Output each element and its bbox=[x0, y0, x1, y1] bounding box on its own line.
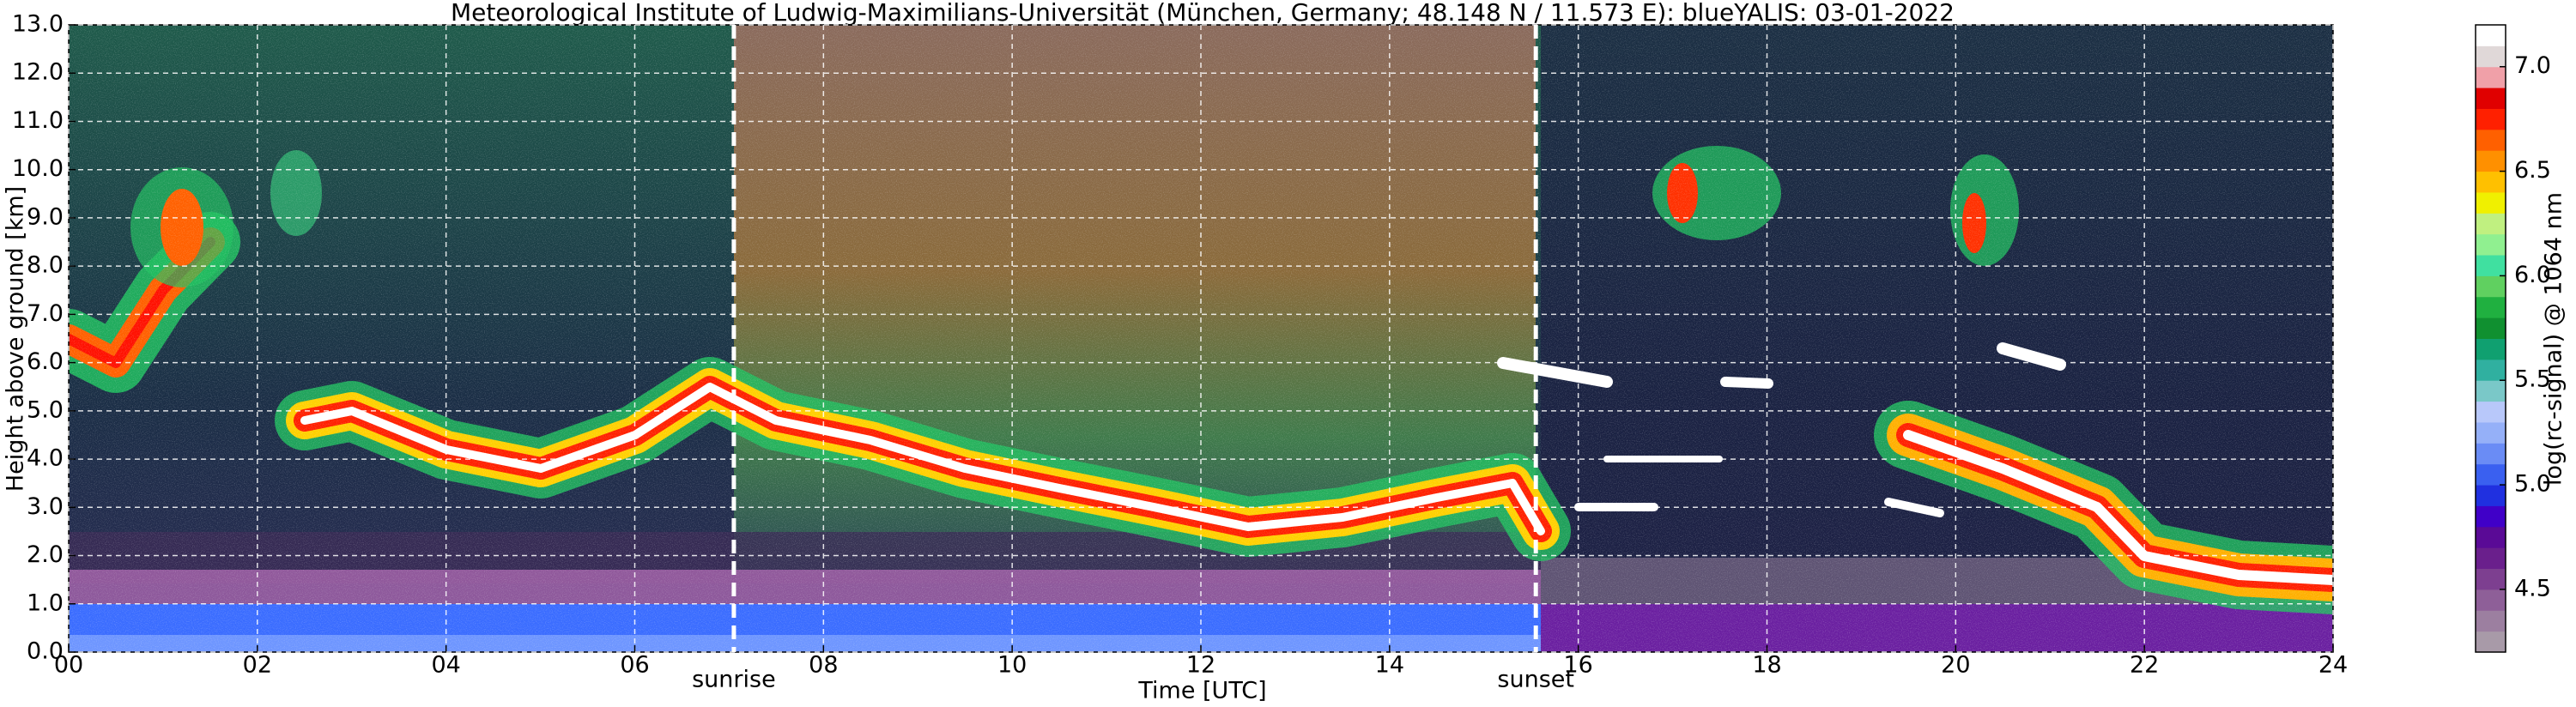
colorbar-step bbox=[2476, 66, 2506, 88]
colorbar-step bbox=[2476, 485, 2506, 506]
colorbar-step bbox=[2476, 296, 2506, 318]
colorbar-step bbox=[2476, 631, 2506, 653]
x-tick-label: 14 bbox=[1375, 652, 1404, 679]
y-tick-label: 2.0 bbox=[27, 541, 64, 568]
colorbar-step bbox=[2476, 129, 2506, 151]
x-tick-label: 00 bbox=[54, 652, 83, 679]
x-tick-label: 10 bbox=[997, 652, 1027, 679]
colorbar-step bbox=[2476, 547, 2506, 570]
colorbar-step bbox=[2476, 463, 2506, 486]
colorbar-step bbox=[2476, 505, 2506, 528]
colorbar-tick-label: 6.0 bbox=[2514, 262, 2551, 288]
marker-label: sunrise bbox=[692, 667, 776, 693]
x-tick-label: 06 bbox=[620, 652, 649, 679]
colorbar-step bbox=[2476, 421, 2506, 444]
chart-title: Meteorological Institute of Ludwig-Maxim… bbox=[451, 0, 1955, 27]
y-tick-label: 3.0 bbox=[27, 493, 64, 520]
colorbar-step bbox=[2476, 526, 2506, 548]
colorbar-step bbox=[2476, 25, 2506, 46]
colorbar-tick-label: 6.5 bbox=[2514, 157, 2551, 184]
x-tick-label: 24 bbox=[2318, 652, 2348, 679]
x-tick-label: 04 bbox=[431, 652, 460, 679]
colorbar-frame bbox=[2475, 24, 2506, 653]
colorbar-step bbox=[2476, 233, 2506, 256]
y-tick-label: 11.0 bbox=[12, 107, 64, 134]
y-tick-label: 8.0 bbox=[27, 252, 64, 279]
x-tick-label: 16 bbox=[1563, 652, 1592, 679]
colorbar-step bbox=[2476, 45, 2506, 68]
colorbar-step bbox=[2476, 610, 2506, 632]
colorbar-step bbox=[2476, 275, 2506, 298]
x-tick-label: 12 bbox=[1186, 652, 1215, 679]
colorbar-tick-label: 5.0 bbox=[2514, 471, 2551, 498]
colorbar-step bbox=[2476, 191, 2506, 214]
colorbar-step bbox=[2476, 359, 2506, 381]
colorbar-step bbox=[2476, 88, 2506, 109]
colorbar-step bbox=[2476, 108, 2506, 130]
colorbar-step bbox=[2476, 380, 2506, 402]
x-tick-label: 02 bbox=[243, 652, 272, 679]
y-tick-label: 0.0 bbox=[27, 638, 64, 665]
y-tick-label: 9.0 bbox=[27, 203, 64, 230]
y-tick-label: 10.0 bbox=[12, 155, 64, 182]
colorbar-tick-label: 7.0 bbox=[2514, 52, 2551, 79]
y-tick-label: 12.0 bbox=[12, 59, 64, 86]
colorbar-step bbox=[2476, 317, 2506, 339]
colorbar-step bbox=[2476, 171, 2506, 193]
colorbar-step bbox=[2476, 589, 2506, 611]
colorbar-step bbox=[2476, 150, 2506, 172]
x-tick-label: 22 bbox=[2130, 652, 2159, 679]
colorbar-label: log(rc-signal) @ 1064 nm bbox=[2541, 192, 2567, 486]
y-tick-label: 1.0 bbox=[27, 589, 64, 616]
colorbar-step bbox=[2476, 255, 2506, 276]
y-axis-label: Height above ground [km] bbox=[3, 186, 29, 492]
colorbar-step bbox=[2476, 401, 2506, 423]
x-axis-label: Time [UTC] bbox=[1137, 678, 1266, 704]
x-tick-label: 08 bbox=[809, 652, 838, 679]
y-tick-label: 6.0 bbox=[27, 348, 64, 375]
y-tick-label: 4.0 bbox=[27, 445, 64, 472]
y-tick-label: 13.0 bbox=[12, 11, 64, 38]
colorbar-tick-label: 5.5 bbox=[2514, 366, 2551, 393]
y-tick-label: 7.0 bbox=[27, 300, 64, 327]
colorbar-step bbox=[2476, 213, 2506, 235]
marker-label: sunset bbox=[1497, 667, 1574, 693]
colorbar-step bbox=[2476, 443, 2506, 465]
colorbar-step bbox=[2476, 568, 2506, 590]
y-tick-label: 5.0 bbox=[27, 396, 64, 423]
x-tick-label: 18 bbox=[1752, 652, 1781, 679]
x-tick-label: 20 bbox=[1941, 652, 1970, 679]
colorbar-tick-label: 4.5 bbox=[2514, 575, 2551, 601]
colorbar-step bbox=[2476, 338, 2506, 360]
